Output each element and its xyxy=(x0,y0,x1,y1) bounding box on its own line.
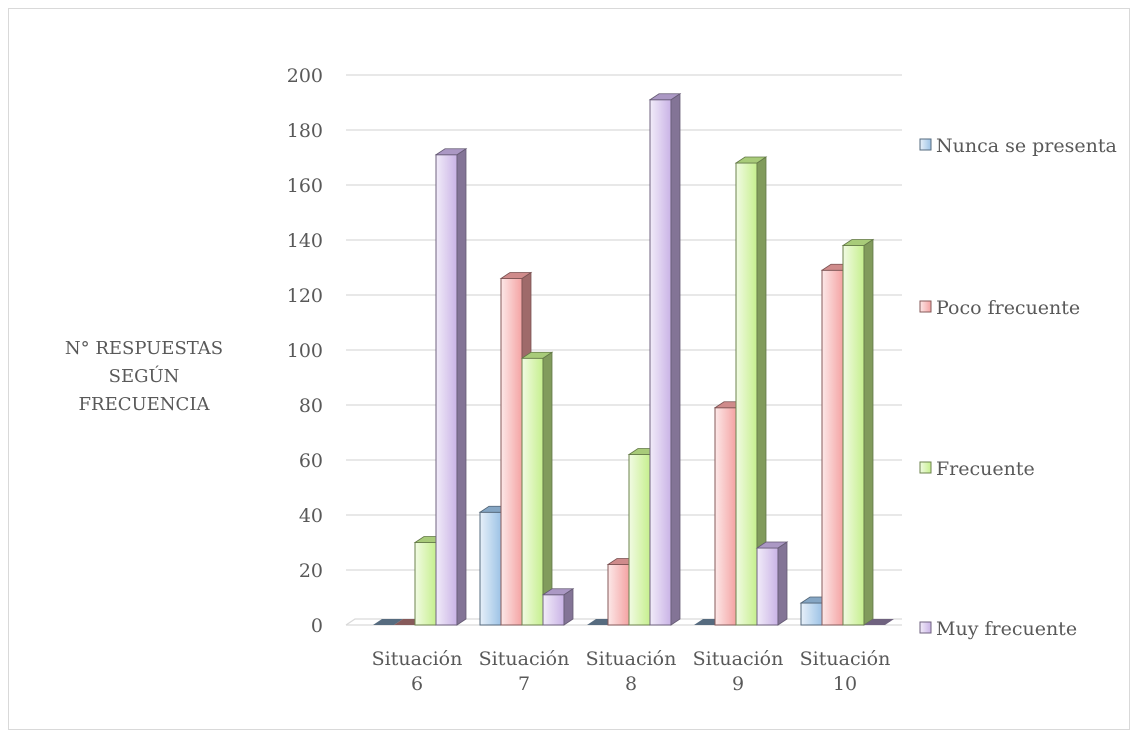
legend-swatch xyxy=(919,461,932,474)
legend-label: Poco frecuente xyxy=(936,297,1080,319)
legend: Nunca se presenta Poco frecuente Frecuente… xyxy=(919,135,1117,640)
y-tick-label: 140 xyxy=(287,230,323,252)
x-category-label: Situación 8 xyxy=(586,648,677,695)
legend-swatch xyxy=(919,300,932,313)
y-axis-ticks: 0 20 40 60 80 100 120 140 160 180 200 xyxy=(287,65,323,637)
bar xyxy=(434,148,468,626)
bar xyxy=(373,619,403,625)
legend-label: Muy frecuente xyxy=(936,618,1077,640)
bar xyxy=(755,541,789,626)
y-tick-label: 180 xyxy=(287,120,323,142)
legend-swatch xyxy=(919,138,932,151)
legend-label: Frecuente xyxy=(936,458,1035,480)
legend-item: Frecuente xyxy=(919,458,1035,480)
y-tick-label: 100 xyxy=(287,340,323,362)
y-tick-label: 0 xyxy=(311,615,323,637)
bar xyxy=(734,156,768,626)
legend-item: Nunca se presenta xyxy=(919,135,1117,157)
bar xyxy=(520,351,554,626)
bar xyxy=(864,619,894,625)
bar xyxy=(541,588,575,626)
chart-frame: 0 20 40 60 80 100 120 140 160 180 200 N° RESPUESTA… xyxy=(8,8,1130,730)
y-tick-label: 40 xyxy=(299,505,323,527)
bars xyxy=(373,93,894,626)
y-tick-label: 120 xyxy=(287,285,323,307)
x-category-label: Situación 7 xyxy=(479,648,570,695)
x-category-label: Situación 10 xyxy=(800,648,891,695)
y-tick-label: 160 xyxy=(287,175,323,197)
y-tick-label: 200 xyxy=(287,65,323,87)
y-tick-label: 20 xyxy=(299,560,323,582)
y-tick-label: 60 xyxy=(299,450,323,472)
x-category-label: Situación 9 xyxy=(693,648,784,695)
legend-swatch xyxy=(919,621,932,634)
legend-item: Poco frecuente xyxy=(919,297,1080,319)
legend-item: Muy frecuente xyxy=(919,618,1077,640)
y-axis-title: N° RESPUESTAS SEGÚN FRECUENCIA xyxy=(65,338,223,415)
y-tick-label: 80 xyxy=(299,395,323,417)
x-axis-categories: Situación 6 Situación 7 Situación 8 Situación 9… xyxy=(372,648,891,695)
bar xyxy=(841,238,875,626)
x-category-label: Situación 6 xyxy=(372,648,463,695)
bar-chart: 0 20 40 60 80 100 120 140 160 180 200 N° RESPUESTA… xyxy=(65,65,1117,695)
bar xyxy=(648,93,682,626)
legend-label: Nunca se presenta xyxy=(936,135,1117,157)
